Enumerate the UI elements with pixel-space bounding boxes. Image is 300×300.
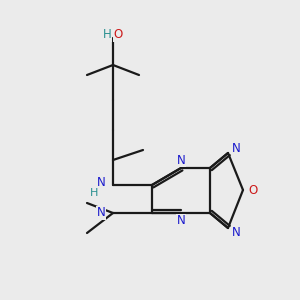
Text: H: H <box>90 188 98 198</box>
Text: O: O <box>248 184 258 196</box>
Text: N: N <box>97 176 105 190</box>
Text: H: H <box>103 28 111 41</box>
Text: O: O <box>113 28 123 41</box>
Text: N: N <box>232 142 240 154</box>
Text: N: N <box>232 226 240 239</box>
Text: N: N <box>177 154 185 166</box>
Text: N: N <box>97 206 105 220</box>
Text: N: N <box>177 214 185 227</box>
